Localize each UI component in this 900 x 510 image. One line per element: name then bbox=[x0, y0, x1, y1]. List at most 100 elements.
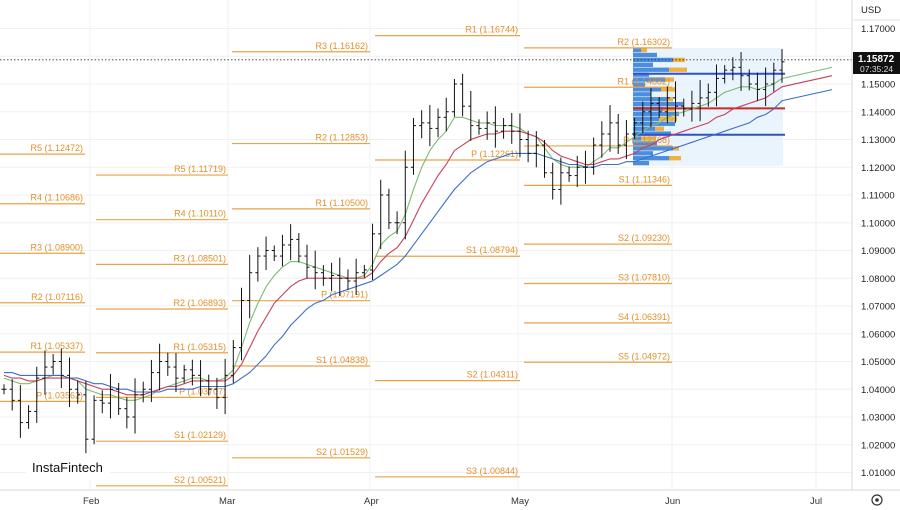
volume-profile-row bbox=[633, 82, 645, 87]
volume-profile-row-secondary bbox=[641, 136, 656, 141]
pivot-label: R1 (1.16744) bbox=[465, 25, 518, 35]
y-tick-label: 1.01000 bbox=[861, 468, 895, 479]
volume-profile-row-secondary bbox=[673, 146, 679, 151]
y-tick-label: 1.05000 bbox=[861, 357, 895, 368]
pivot-label: S2 (1.04311) bbox=[467, 370, 518, 380]
pivot-label: R1 (1.10500) bbox=[315, 198, 368, 208]
ohlc-bars bbox=[1, 49, 785, 454]
brand-watermark: InstaFintech bbox=[26, 455, 110, 479]
currency-label: USD bbox=[861, 5, 881, 16]
y-tick-label: 1.02000 bbox=[861, 440, 895, 451]
volume-profile-row bbox=[633, 57, 673, 63]
y-tick-label: 1.13000 bbox=[861, 135, 895, 146]
y-tick-label: 1.14000 bbox=[861, 107, 895, 118]
volume-profile-row bbox=[633, 131, 671, 136]
volume-profile-row-secondary bbox=[661, 87, 676, 92]
settings-icon[interactable] bbox=[871, 494, 883, 506]
volume-profile-row bbox=[633, 97, 667, 102]
pivot-label: P (1.07191) bbox=[321, 290, 368, 300]
pivot-label: R1 (1.14882) bbox=[617, 76, 670, 86]
volume-profile-row bbox=[633, 141, 657, 146]
volume-profile-row bbox=[633, 136, 641, 141]
volume-profile-row bbox=[633, 146, 673, 151]
volume-profile-row-secondary bbox=[669, 67, 687, 72]
pivot-label: S2 (1.09230) bbox=[618, 233, 670, 243]
volume-profile-row bbox=[633, 160, 649, 166]
pivot-label: S1 (1.08794) bbox=[466, 245, 518, 255]
volume-profile-row bbox=[633, 151, 653, 156]
volume-profile-row bbox=[633, 111, 679, 117]
time-axis[interactable]: Feb Mar Apr May Jun Jul bbox=[0, 489, 900, 510]
y-tick-label: 1.17000 bbox=[861, 24, 895, 35]
volume-profile-row-secondary bbox=[659, 116, 677, 122]
pivot-label: P (1.03562) bbox=[36, 390, 83, 400]
volume-profile-row bbox=[633, 47, 641, 53]
price-axis[interactable]: USD 1.170001.160001.150001.140001.130001… bbox=[851, 0, 900, 490]
y-tick-label: 1.15000 bbox=[861, 80, 895, 91]
volume-profile-row bbox=[633, 62, 653, 67]
volume-profile-row bbox=[633, 92, 651, 97]
svg-text:InstaFintech: InstaFintech bbox=[32, 460, 103, 475]
pivot-label: S3 (1.00844) bbox=[466, 466, 518, 476]
volume-profile-row-secondary bbox=[669, 156, 681, 161]
volume-profile-row bbox=[633, 77, 665, 82]
y-tick-label: 1.08000 bbox=[861, 274, 895, 285]
y-tick-label: 1.06000 bbox=[861, 329, 895, 340]
pivot-label: S3 (1.07810) bbox=[618, 273, 670, 283]
y-tick-label: 1.11000 bbox=[861, 191, 895, 202]
last-price-value: 1.15872 bbox=[858, 54, 895, 65]
month-label-jun: Jun bbox=[665, 496, 680, 507]
pivot-label: R3 (1.16162) bbox=[315, 41, 368, 51]
month-label-may: May bbox=[511, 496, 529, 507]
volume-profile-row bbox=[633, 121, 675, 126]
month-label-feb: Feb bbox=[83, 496, 99, 507]
month-label-apr: Apr bbox=[364, 496, 379, 507]
pivot-label: S4 (1.06391) bbox=[618, 312, 670, 322]
volume-profile-row-secondary bbox=[667, 97, 673, 102]
gridlines bbox=[0, 0, 852, 490]
pivot-label: S1 (1.04838) bbox=[316, 355, 368, 365]
pivot-label: P (1.03707) bbox=[179, 386, 226, 396]
bar-countdown: 07:35:24 bbox=[860, 64, 893, 74]
y-tick-label: 1.04000 bbox=[861, 385, 895, 396]
y-tick-label: 1.10000 bbox=[861, 218, 895, 229]
volume-profile-row-secondary bbox=[655, 126, 664, 131]
y-tick-label: 1.12000 bbox=[861, 163, 895, 174]
pivot-label: R3 (1.08501) bbox=[173, 253, 226, 263]
pivot-label: P (1.12768) bbox=[623, 135, 670, 145]
volume-profile-row-secondary bbox=[641, 47, 647, 53]
pivot-label: S5 (1.04972) bbox=[618, 351, 670, 361]
volume-profile-row bbox=[633, 126, 655, 131]
volume-profile-row bbox=[633, 116, 659, 122]
month-label-mar: Mar bbox=[219, 496, 235, 507]
pivot-label: R2 (1.06893) bbox=[173, 298, 226, 308]
pivot-label: R4 (1.10110) bbox=[174, 209, 226, 219]
volume-profile-row bbox=[633, 87, 661, 92]
pivot-label: S2 (1.01529) bbox=[316, 447, 368, 457]
volume-profile-row bbox=[633, 101, 683, 107]
pivot-label: S2 (1.00521) bbox=[174, 475, 226, 485]
pivot-label: R3 (1.08900) bbox=[30, 242, 83, 252]
volume-profile bbox=[633, 47, 785, 166]
pivot-label: R5 (1.12472) bbox=[30, 143, 83, 153]
y-tick-label: 1.03000 bbox=[861, 413, 895, 424]
pivot-label: R2 (1.16302) bbox=[617, 37, 670, 47]
volume-profile-row bbox=[633, 67, 669, 72]
volume-profile-row-secondary bbox=[665, 77, 674, 82]
pivot-label: R2 (1.12853) bbox=[315, 133, 368, 143]
pivot-label: P (1.12261) bbox=[471, 149, 518, 159]
pivot-label: R5 (1.11719) bbox=[174, 164, 226, 174]
pivot-label: S1 (1.11346) bbox=[619, 174, 670, 184]
y-tick-label: 1.07000 bbox=[861, 302, 895, 313]
pivot-label: R1 (1.05315) bbox=[173, 342, 226, 352]
pivot-label: R2 (1.07116) bbox=[31, 292, 83, 302]
pivot-label: R1 (1.05337) bbox=[30, 341, 83, 351]
volume-profile-row bbox=[633, 156, 669, 161]
last-price-tag bbox=[853, 52, 900, 74]
month-label-jul: Jul bbox=[810, 496, 822, 507]
volume-profile-row bbox=[633, 52, 657, 58]
pivot-label: R4 (1.10686) bbox=[30, 193, 83, 203]
pivot-label: S1 (1.02129) bbox=[174, 430, 226, 440]
y-tick-label: 1.09000 bbox=[861, 246, 895, 257]
